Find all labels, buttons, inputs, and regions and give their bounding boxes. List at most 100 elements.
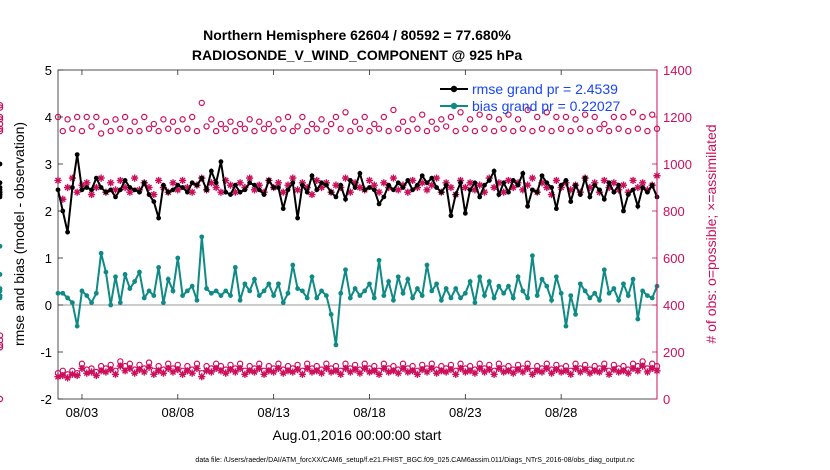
obs_assimilated-point <box>471 186 479 194</box>
bias-point <box>486 279 492 284</box>
obs_assimilated_low-point <box>131 369 139 377</box>
rmse-point <box>410 187 416 193</box>
obs_possible-point <box>371 120 378 128</box>
obs_assimilated-point <box>131 174 139 182</box>
rmse-point <box>577 192 583 197</box>
obs_assimilated_low-point <box>356 369 364 377</box>
bias-point <box>117 300 123 306</box>
obs_assimilated-point <box>552 176 560 185</box>
obs_assimilated_low-point <box>538 368 546 376</box>
rmse-point <box>635 203 641 209</box>
obs_assimilated_low-point <box>394 369 402 377</box>
obs_possible-point <box>538 125 546 132</box>
obs_assimilated_low-point <box>380 364 388 373</box>
rmse-point <box>477 194 483 200</box>
obs_assimilated_low-point <box>236 364 244 373</box>
bias-point <box>391 297 396 303</box>
bias-point <box>69 300 75 306</box>
obs_assimilated-point <box>490 183 498 192</box>
legend-bias-label: bias grand pr = 0.22027 <box>472 98 620 114</box>
bias-point <box>237 297 243 303</box>
bias-point <box>568 293 574 298</box>
obs_assimilated_low-point <box>188 369 196 377</box>
obs_assimilated_low-point <box>576 368 584 376</box>
obs_assimilated_low-point <box>586 369 594 377</box>
rmse-point <box>204 187 209 193</box>
bias-point <box>410 295 416 301</box>
bias-point <box>563 323 569 329</box>
bias-point <box>0 293 3 298</box>
rmse-point <box>539 173 545 179</box>
legend: rmse grand pr = 2.4539 bias grand pr = 0… <box>440 81 620 114</box>
rmse-point <box>117 187 123 193</box>
obs_possible-point <box>93 113 100 121</box>
bias-point <box>333 342 339 348</box>
obs_possible-point <box>313 125 320 132</box>
bias-point <box>367 281 372 287</box>
obs_assimilated-point <box>222 176 230 185</box>
rmse-point <box>482 182 487 188</box>
rmse-point <box>137 189 142 195</box>
rmse-point <box>424 180 430 186</box>
bias-point <box>338 290 344 296</box>
bias-point <box>65 295 70 301</box>
obs_assimilated-point <box>610 179 618 187</box>
rmse-point <box>338 182 344 188</box>
bias-point <box>415 286 420 291</box>
bias-point <box>0 272 3 277</box>
obs_assimilated_low-point <box>461 368 469 376</box>
rmse-point <box>415 182 420 188</box>
obs_assimilated-point <box>332 181 340 189</box>
obs_assimilated_low-point <box>97 367 105 375</box>
obs_possible-point <box>260 125 268 132</box>
rmse-point <box>228 192 233 197</box>
obs_possible-point <box>471 127 479 135</box>
bias-point <box>395 274 401 280</box>
obs_possible-point <box>375 125 383 132</box>
obs_assimilated_low-point <box>289 368 297 376</box>
rmse-point <box>343 196 348 202</box>
bias-point <box>386 279 392 284</box>
obs_possible-point <box>428 118 435 125</box>
obs_possible-point <box>275 116 282 123</box>
bias-point <box>266 281 272 287</box>
rmse-point <box>347 178 353 183</box>
bias-point <box>122 272 128 277</box>
obs_assimilated_low-point <box>174 366 182 374</box>
obs_possible-point <box>284 113 292 121</box>
bias-point <box>544 283 550 289</box>
obs_assimilated_low-point <box>178 370 187 378</box>
obs_possible-point <box>433 125 440 132</box>
bias-point <box>458 295 463 301</box>
obs_assimilated_low-point <box>437 367 445 375</box>
rmse-point <box>79 187 85 193</box>
rmse-point <box>0 192 3 197</box>
bias-point <box>161 300 166 306</box>
y-left-tick-label: -1 <box>40 345 52 360</box>
bias-point <box>621 281 626 287</box>
rmse-point <box>280 206 286 212</box>
rmse-point <box>314 187 320 193</box>
obs_assimilated-point <box>341 174 350 182</box>
obs_possible-point <box>236 120 244 128</box>
obs_possible-point <box>447 113 455 121</box>
obs_assimilated-point <box>528 174 537 182</box>
obs_assimilated-point <box>274 179 283 187</box>
bias-point <box>635 316 641 322</box>
obs_possible-point <box>524 106 531 114</box>
bias-point <box>132 279 138 284</box>
rmse-point <box>218 159 224 165</box>
obs_assimilated-point <box>600 176 608 185</box>
obs_possible-point <box>366 127 373 135</box>
rmse-point <box>458 180 463 186</box>
obs_assimilated-point <box>586 183 594 192</box>
obs_assimilated-point <box>495 179 503 187</box>
obs_possible-point <box>438 116 445 123</box>
obs_assimilated-point <box>418 179 426 187</box>
obs_assimilated-point <box>317 183 326 192</box>
obs_assimilated_low-point <box>562 367 570 375</box>
legend-rmse-marker <box>450 85 458 93</box>
bias-point <box>640 288 646 294</box>
obs_possible-point <box>294 123 301 130</box>
obs_assimilated_low-point <box>63 374 72 382</box>
